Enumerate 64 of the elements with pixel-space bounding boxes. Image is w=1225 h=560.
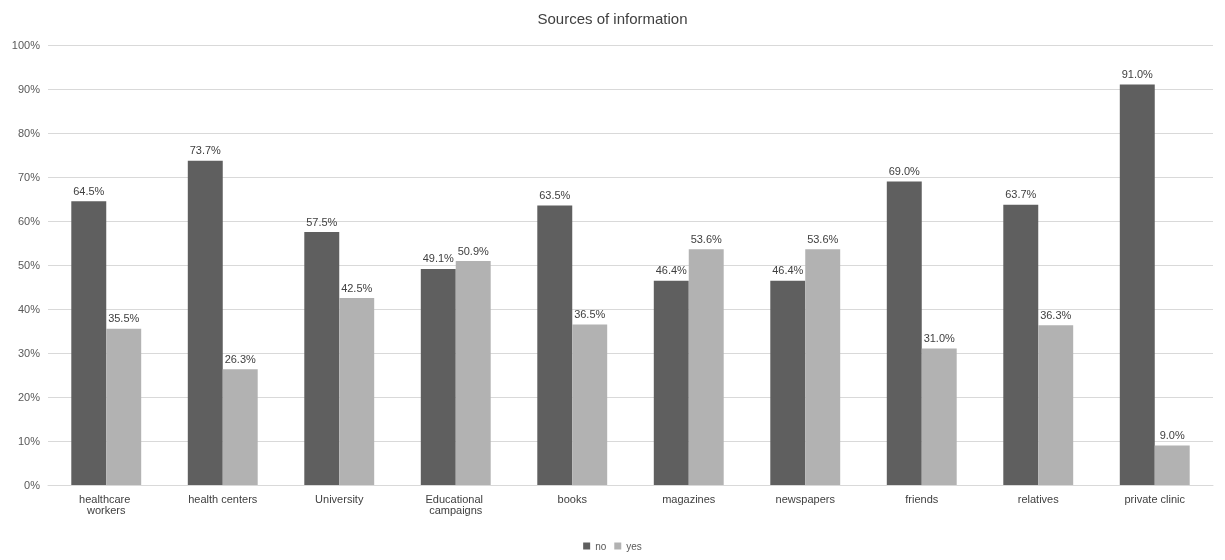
data-label: 53.6% xyxy=(807,232,839,245)
y-tick-label: 90% xyxy=(17,83,41,95)
bar xyxy=(304,232,340,485)
bar xyxy=(537,205,573,485)
y-tick-label: 10% xyxy=(17,435,41,447)
data-label: 46.4% xyxy=(655,264,688,277)
y-tick-label: 60% xyxy=(17,215,41,227)
data-label: 31.0% xyxy=(923,332,956,345)
chart-title: Sources of information xyxy=(537,10,688,27)
data-label: 9.0% xyxy=(1159,428,1185,441)
y-tick-label: 40% xyxy=(17,303,41,315)
y-tick-label: 0% xyxy=(24,479,41,491)
bar xyxy=(222,369,258,485)
data-label: 49.1% xyxy=(422,252,455,265)
bar xyxy=(187,160,223,485)
bar xyxy=(106,328,142,485)
x-tick-label: health centers xyxy=(188,492,258,505)
x-tick-label: healthcare workers xyxy=(79,492,134,516)
data-label: 73.7% xyxy=(189,144,222,157)
data-label: 63.5% xyxy=(539,189,571,202)
bar xyxy=(653,280,689,485)
bar xyxy=(572,324,608,485)
data-label: 64.5% xyxy=(73,184,105,197)
bar xyxy=(770,280,806,485)
legend-label: yes xyxy=(626,540,642,552)
data-label: 35.5% xyxy=(108,312,140,325)
data-label: 69.0% xyxy=(888,164,921,177)
x-tick-label: relatives xyxy=(1017,492,1060,505)
data-label: 53.6% xyxy=(690,232,723,245)
y-tick-label: 50% xyxy=(17,259,41,271)
y-tick-label: 30% xyxy=(17,347,41,359)
y-tick-label: 70% xyxy=(17,171,41,183)
x-tick-label: friends xyxy=(905,492,939,505)
bar xyxy=(1038,325,1074,485)
bar xyxy=(420,268,456,485)
bar xyxy=(455,261,491,485)
bar xyxy=(688,249,724,485)
bar xyxy=(921,348,957,485)
bar xyxy=(1003,204,1039,485)
data-label: 91.0% xyxy=(1121,68,1154,81)
x-tick-label: newspapers xyxy=(775,492,836,505)
data-label: 26.3% xyxy=(224,352,257,365)
data-label: 57.5% xyxy=(306,215,338,228)
bar xyxy=(805,249,841,485)
x-tick-label: books xyxy=(557,492,588,505)
x-tick-label: magazines xyxy=(662,492,716,505)
data-label: 36.3% xyxy=(1040,308,1072,321)
bar xyxy=(886,181,922,485)
bar xyxy=(339,298,375,485)
data-label: 46.4% xyxy=(772,264,804,277)
x-tick-label: Educational campaigns xyxy=(425,492,487,516)
legend-label: no xyxy=(595,540,607,552)
y-tick-label: 100% xyxy=(11,39,41,51)
bar xyxy=(1154,445,1190,485)
y-tick-label: 20% xyxy=(17,391,41,403)
data-label: 63.7% xyxy=(1005,188,1037,201)
x-tick-label: private clinic xyxy=(1124,492,1186,505)
data-label: 42.5% xyxy=(341,281,373,294)
data-label: 50.9% xyxy=(457,244,490,257)
y-tick-label: 80% xyxy=(17,127,41,139)
bar xyxy=(71,201,107,485)
x-tick-label: University xyxy=(315,492,364,505)
bar xyxy=(1119,84,1155,485)
data-label: 36.5% xyxy=(574,307,606,320)
